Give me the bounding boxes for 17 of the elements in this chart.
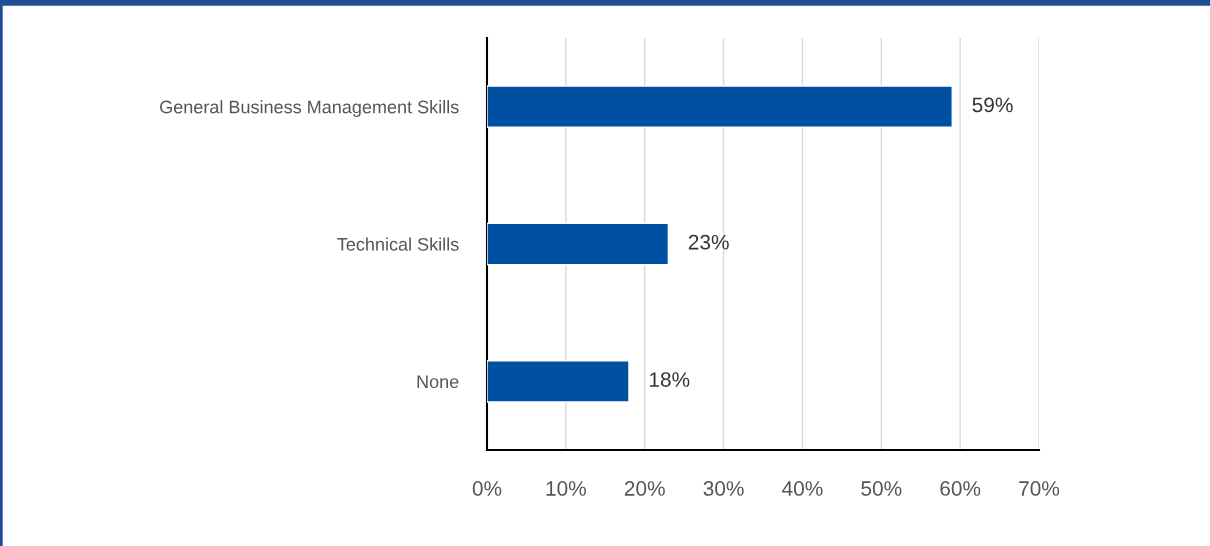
y-tick-label: Technical Skills — [337, 237, 459, 251]
x-tick-label: 10% — [546, 481, 586, 496]
x-tick-label: 30% — [703, 481, 744, 496]
y-tick-label: None — [417, 375, 459, 389]
x-tick-label: 50% — [861, 481, 902, 496]
bar — [487, 85, 953, 128]
x-tick-label: 0% — [472, 481, 502, 496]
x-tick-label: 60% — [940, 481, 981, 496]
data-label: 23% — [688, 234, 729, 250]
data-label: 59% — [972, 97, 1013, 113]
y-tick-label: General Business Management Skills — [160, 100, 459, 117]
x-tick-label: 70% — [1019, 481, 1060, 496]
x-tick-label: 40% — [782, 481, 823, 496]
x-tick-label: 20% — [624, 481, 665, 496]
bar — [487, 360, 630, 403]
bar — [487, 222, 670, 266]
data-label: 18% — [649, 372, 690, 387]
